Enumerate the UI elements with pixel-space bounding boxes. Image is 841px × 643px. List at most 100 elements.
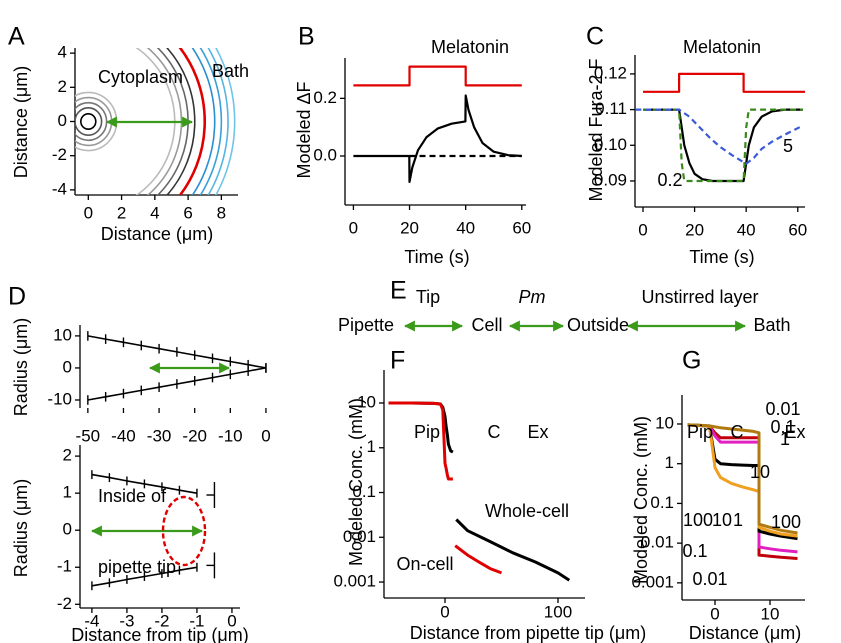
data-line (643, 108, 803, 183)
circle-contour (199, 48, 223, 195)
diagram-label: Pm (519, 287, 546, 307)
annotation: C (731, 422, 744, 442)
panel: C 0 20 40 60 0.09 0.10 0.11 0.12 Time (s) Modeled … (586, 23, 807, 267)
panel: B 0 20 40 60 0.0 0.2 Time (s) Modeled ΔF Melatoni… (294, 23, 532, 267)
panel: D -50 -40 -30 -20 -10 0 -10 0 10 Radius (μm) (8, 283, 271, 446)
x-tick-label: 20 (400, 218, 419, 237)
annotation: Whole-cell (485, 501, 569, 521)
series-label: 0.2 (657, 170, 682, 190)
x-tick-label: -3 (119, 611, 134, 630)
annotation: Ex (784, 422, 805, 442)
diagram-label: Pipette (338, 315, 394, 335)
x-axis-label: Distance from tip (μm) (71, 625, 248, 643)
y-tick-label: -4 (52, 179, 67, 198)
x-tick-label: 0 (349, 218, 358, 237)
x-axis-label: Time (s) (404, 247, 469, 267)
x-tick-label: 10 (761, 604, 780, 623)
plot-area (87, 331, 267, 405)
series-label: 100 (771, 512, 801, 532)
y-tick-label: 0.10 (594, 135, 627, 154)
diagram-label: Tip (416, 287, 440, 307)
y-tick-label: 10 (357, 392, 376, 411)
y-tick-label: 0.001 (333, 572, 376, 591)
data-line (353, 94, 522, 183)
data-line (687, 423, 798, 535)
x-tick-label: 0 (710, 604, 719, 623)
y-tick-label: 1 (367, 437, 376, 456)
y-tick-label: 1 (63, 483, 72, 502)
annotation: Ex (527, 422, 548, 442)
y-axis-label: Modeled Conc. (mM) (346, 398, 366, 566)
annotation: Pip (687, 422, 713, 442)
y-axis-label: Modeled Conc. (mM) (631, 416, 651, 584)
panel-letter: G (682, 347, 701, 375)
y-tick-label: 10 (53, 325, 72, 344)
circle-contour (75, 107, 103, 136)
data-line (643, 72, 805, 93)
y-tick-label: 0.001 (631, 572, 674, 591)
x-tick-label: 60 (788, 220, 807, 239)
circle-contour (178, 48, 206, 195)
x-tick-label: 40 (737, 220, 756, 239)
y-axis-label: Modeled ΔF (294, 81, 314, 178)
circle-contour (80, 113, 97, 130)
data-line (635, 108, 804, 165)
x-tick-label: 20 (685, 220, 704, 239)
plot-area (353, 65, 522, 183)
x-tick-label: 0 (638, 220, 647, 239)
plot-area (388, 401, 571, 582)
y-tick-label: 10 (655, 413, 674, 432)
y-tick-label: -2 (52, 145, 67, 164)
x-tick-label: 0 (440, 602, 449, 621)
series-label: 0.01 (765, 399, 800, 419)
y-axis-label: Radius (μm) (11, 318, 31, 416)
x-tick-label: 8 (217, 203, 226, 222)
y-tick-label: 1 (665, 453, 674, 472)
annotation: 1 (733, 510, 743, 530)
x-tick-label: -20 (182, 426, 207, 445)
y-tick-label: -2 (57, 594, 72, 613)
x-tick-label: 40 (456, 218, 475, 237)
panel-letter: E (390, 277, 407, 305)
y-tick-label: 0.2 (313, 88, 337, 107)
y-tick-label: 0 (63, 357, 72, 376)
y-tick-label: -10 (47, 389, 72, 408)
y-tick-label: 0.09 (594, 170, 627, 189)
annotation: pipette tip (98, 557, 176, 577)
panel-letter: A (8, 23, 25, 51)
series-label: 10 (750, 462, 770, 482)
annotation: Melatonin (431, 37, 509, 57)
x-axis-label: Distance (μm) (689, 623, 801, 643)
y-tick-label: 0.1 (352, 482, 376, 501)
x-tick-label: -1 (189, 611, 204, 630)
annotation: Cytoplasm (98, 67, 183, 87)
panel: A 0 2 4 6 8 -4 -2 0 2 4 Distance (μm) Distance (μm) C… (8, 23, 249, 244)
x-tick-label: -50 (76, 426, 101, 445)
x-tick-label: 100 (544, 602, 572, 621)
annotation: Melatonin (683, 37, 761, 57)
annotation: Inside of (98, 486, 167, 506)
circle-contour (191, 48, 216, 195)
x-tick-label: 60 (512, 218, 531, 237)
panel-letter: B (298, 23, 315, 51)
y-tick-label: -1 (57, 557, 72, 576)
y-axis-label: Modeled Fura-2 F (586, 58, 606, 201)
x-tick-label: -10 (218, 426, 243, 445)
x-tick-label: -30 (147, 426, 172, 445)
x-tick-label: 4 (150, 203, 159, 222)
plot-area (635, 72, 805, 183)
y-tick-label: 0 (63, 520, 72, 539)
diagram-label: Outside (567, 315, 629, 335)
annotation: On-cell (396, 554, 453, 574)
annotation: 100 (683, 510, 713, 530)
diagram-label: Cell (471, 315, 502, 335)
annotation: 0.01 (692, 569, 727, 589)
data-line (388, 401, 503, 575)
x-axis-label: Distance from pipette tip (μm) (410, 623, 646, 643)
y-tick-label: 0.01 (343, 527, 376, 546)
y-tick-label: 0.0 (313, 145, 337, 164)
annotation: C (488, 422, 501, 442)
x-tick-label: 0 (261, 426, 270, 445)
y-tick-label: 0.11 (595, 99, 627, 118)
